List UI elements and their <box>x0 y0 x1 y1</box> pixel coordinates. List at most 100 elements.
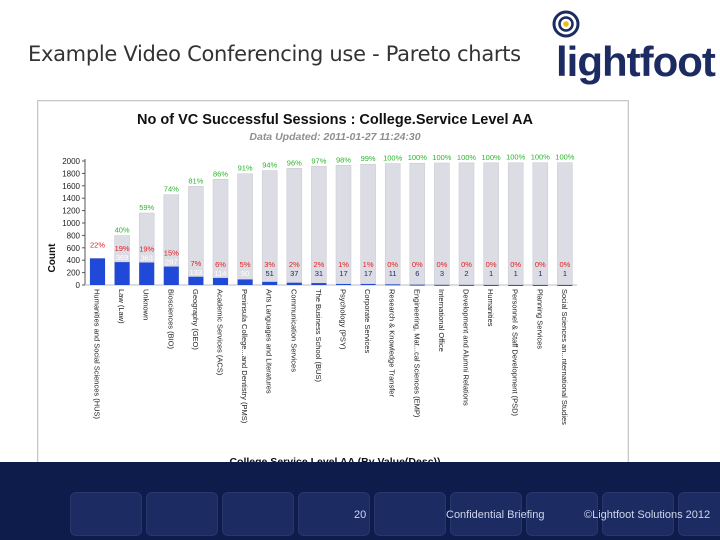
value-label: 17 <box>339 269 347 278</box>
value-label: 133 <box>190 268 203 277</box>
value-bar <box>139 262 155 285</box>
percent-label: 15% <box>164 249 179 258</box>
logo-ring-icon <box>552 10 580 38</box>
cumulative-label: 40% <box>115 226 130 235</box>
percent-label: 7% <box>190 259 201 268</box>
footer-block <box>526 492 598 536</box>
lightfoot-logo: lightfoot <box>552 10 716 92</box>
value-label: 1 <box>514 269 518 278</box>
cumulative-label: 94% <box>262 161 277 170</box>
value-label: 114 <box>215 269 227 278</box>
x-tick-label: Humanities <box>486 289 495 327</box>
slide-title: Example Video Conferencing use - Pareto … <box>28 42 521 66</box>
confidential-label: Confidential Briefing <box>446 509 545 521</box>
x-tick-label: Law (Law) <box>117 289 126 324</box>
x-tick-label: Personnel & Staff Development (PSD) <box>511 289 520 417</box>
value-bar <box>286 282 302 285</box>
cumulative-label: 86% <box>213 169 228 178</box>
cumulative-label: 99% <box>361 154 376 163</box>
value-bar <box>311 283 327 285</box>
cumulative-label: 100% <box>383 154 403 163</box>
y-tick-label: 1600 <box>62 182 80 191</box>
value-label: 429 <box>91 249 104 258</box>
percent-label: 0% <box>461 260 472 269</box>
percent-label: 22% <box>90 240 105 249</box>
percent-label: 1% <box>338 260 349 269</box>
x-tick-label: Engineering, Mat...cal Sciences (EMP) <box>412 289 421 418</box>
value-label: 297 <box>165 258 178 267</box>
footer-block <box>450 492 522 536</box>
value-label: 17 <box>364 269 372 278</box>
y-tick-label: 0 <box>76 281 81 290</box>
percent-label: 0% <box>486 260 497 269</box>
value-bar <box>262 281 278 285</box>
percent-label: 0% <box>387 260 398 269</box>
x-tick-label: Research & Knowledge Transfer <box>388 289 397 397</box>
percent-label: 3% <box>264 260 275 269</box>
value-label: 3 <box>440 269 444 278</box>
chart-subtitle: Data Updated: 2011-01-27 11:24:30 <box>249 131 420 143</box>
percent-label: 5% <box>240 260 251 269</box>
percent-label: 1% <box>363 260 374 269</box>
y-tick-label: 200 <box>67 269 81 278</box>
footer-block <box>374 492 446 536</box>
percent-label: 0% <box>535 260 546 269</box>
value-label: 1 <box>563 269 567 278</box>
logo-wordmark: lightfoot <box>556 38 716 85</box>
cumulative-label: 100% <box>531 153 551 162</box>
x-tick-label: Social Sciences an...nternational Studie… <box>560 289 569 425</box>
cumulative-label: 100% <box>555 153 575 162</box>
value-bar <box>532 284 548 286</box>
value-label: 51 <box>266 269 274 278</box>
footer-bar: 20 Confidential Briefing ©Lightfoot Solu… <box>0 462 720 540</box>
y-tick-label: 1200 <box>62 207 80 216</box>
value-label: 31 <box>315 269 323 278</box>
value-label: 90 <box>241 269 249 278</box>
value-bar <box>188 276 204 285</box>
value-bar <box>237 279 253 285</box>
footer-block <box>678 492 720 536</box>
value-bar <box>336 283 351 285</box>
y-tick-label: 1800 <box>62 169 80 178</box>
percent-label: 19% <box>139 244 154 253</box>
cumulative-label: 98% <box>336 155 351 164</box>
value-bar <box>409 284 425 286</box>
percent-label: 0% <box>436 260 447 269</box>
copyright-label: ©Lightfoot Solutions 2012 <box>584 509 711 521</box>
footer-block <box>146 492 218 536</box>
y-tick-label: 400 <box>67 256 81 265</box>
y-axis-label: Count <box>47 243 58 273</box>
page-number: 20 <box>354 509 367 521</box>
footer-block <box>298 492 370 536</box>
cumulative-label: 96% <box>287 158 302 167</box>
x-tick-label: Biosciences (BIO) <box>166 289 175 350</box>
x-tick-label: Planning Services <box>535 289 544 349</box>
value-label: 1 <box>489 269 493 278</box>
x-tick-label: The Business School (BUS) <box>314 289 323 382</box>
x-tick-label: Communication Services <box>289 289 298 372</box>
x-tick-label: Geography (GEO) <box>191 289 200 350</box>
y-tick-label: 1400 <box>62 194 80 203</box>
value-bar <box>213 277 228 285</box>
cumulative-label: 74% <box>164 185 179 194</box>
x-tick-label: International Office <box>437 289 446 352</box>
cumulative-label: 100% <box>432 153 452 162</box>
value-label: 2 <box>464 269 468 278</box>
value-label: 1 <box>538 269 542 278</box>
footer-block <box>222 492 294 536</box>
percent-label: 2% <box>289 260 300 269</box>
value-bar <box>114 262 130 285</box>
pareto-chart-frame: No of VC Successful Sessions : College.S… <box>37 100 629 474</box>
value-bar <box>483 284 499 286</box>
x-tick-label: Corporate Services <box>363 289 372 353</box>
percent-label: 19% <box>115 244 130 253</box>
y-tick-label: 1000 <box>62 219 80 228</box>
value-bar <box>163 266 179 285</box>
x-tick-label: Unknown <box>142 289 151 320</box>
value-label: 369 <box>116 253 129 262</box>
cumulative-label: 59% <box>139 203 154 212</box>
y-tick-label: 800 <box>67 231 81 240</box>
value-bar <box>508 284 524 286</box>
x-tick-label: Development and Alumni Relations <box>462 289 471 406</box>
footer-block <box>602 492 674 536</box>
